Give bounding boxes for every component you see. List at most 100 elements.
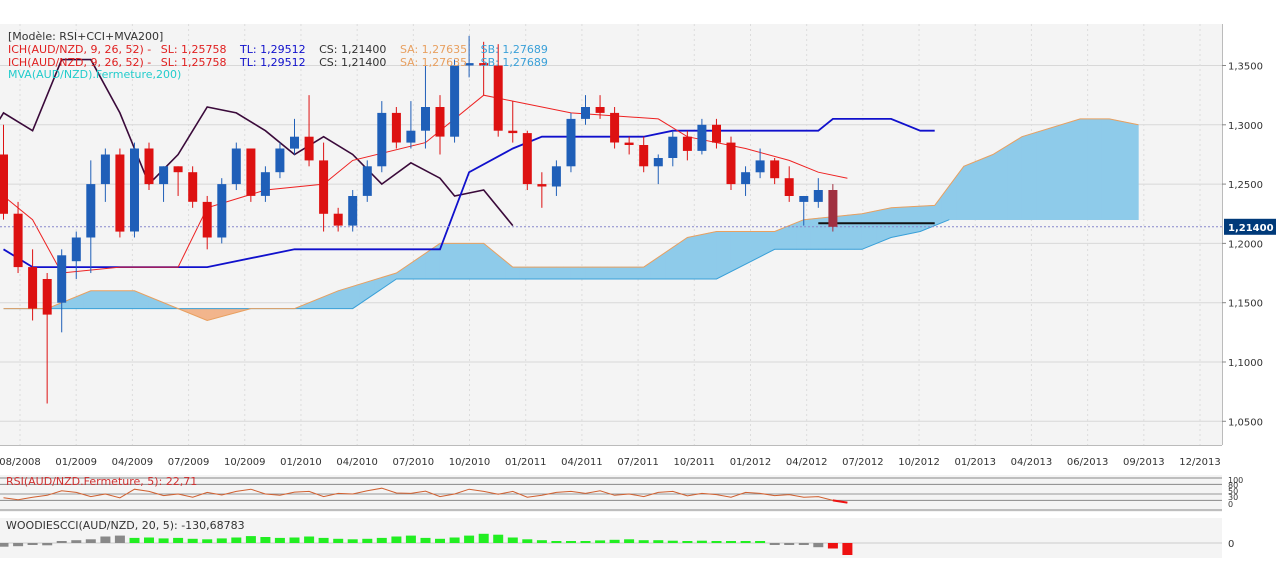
candle-body (159, 166, 169, 185)
cloud-segment (345, 285, 354, 309)
cloud-segment (796, 219, 805, 250)
cci-bar (726, 541, 736, 543)
cci-bar (405, 535, 416, 543)
cloud-segment (337, 288, 346, 309)
time-tick-label: 06/2013 (1067, 457, 1109, 468)
candle-body (755, 160, 765, 173)
cci-bar (56, 541, 67, 543)
cci-bar (13, 543, 24, 547)
price-tick-label: 1,3000 (1228, 121, 1263, 132)
candle-body (537, 184, 547, 187)
cci-bar (464, 535, 475, 543)
rsi-tick-label: 30 (1228, 493, 1238, 502)
cci-bar (245, 536, 256, 543)
cloud-segment (461, 243, 470, 280)
cci-bar (318, 537, 329, 543)
cloud-segment (1072, 118, 1081, 220)
time-tick-label: 01/2010 (280, 457, 322, 468)
candle-body (0, 154, 8, 214)
cloud-segment (1130, 122, 1139, 220)
grid-lines (0, 24, 1222, 445)
time-tick-label: 07/2011 (617, 457, 659, 468)
cloud-segment (970, 159, 979, 220)
cci-zero-label: 0 (1228, 539, 1234, 550)
candle-body (610, 112, 620, 143)
rsi-tick-label: 80 (1228, 481, 1238, 490)
candle-body (290, 136, 299, 149)
cci-bar (260, 537, 271, 543)
time-tick-label: 01/2013 (954, 457, 996, 468)
cloud-segment (723, 231, 732, 276)
kijun-sen-line (3, 118, 935, 268)
cci-bar (420, 537, 431, 543)
cloud-segment (759, 231, 768, 258)
rsi-line (3, 487, 848, 504)
cci-bar (478, 533, 489, 543)
cci-bar (711, 541, 722, 543)
cci-bar (769, 543, 780, 545)
cloud-segment (708, 231, 717, 280)
candle-body (115, 154, 125, 232)
cloud-segment (119, 290, 128, 309)
cloud-segment (1058, 122, 1066, 220)
cloud-segment (556, 266, 565, 280)
cloud-segment (730, 231, 739, 273)
candle-body (231, 148, 241, 185)
cci-bar (536, 540, 547, 543)
candle-body (188, 172, 198, 202)
candle-body (435, 107, 445, 137)
cci-bar (507, 537, 518, 543)
cloud-segment (614, 266, 623, 280)
cci-bar (187, 538, 198, 543)
last-price-badge (1224, 218, 1276, 235)
cloud-segment (1094, 118, 1103, 220)
ich-sl: SL: 1,25758 (161, 56, 227, 69)
ich-tl: TL: 1,29512 (239, 43, 306, 56)
cloud-segment (985, 154, 994, 220)
cloud-segment (454, 243, 463, 280)
cci-bar (158, 538, 169, 543)
candle-body (377, 112, 387, 167)
cloud-segment (1007, 140, 1016, 220)
cloud-segment (978, 156, 986, 220)
cci-bar (376, 537, 387, 543)
cci-bar (755, 541, 766, 543)
price-tick-label: 1,1000 (1228, 358, 1263, 369)
candle-body (799, 196, 809, 202)
candle-body (130, 148, 139, 232)
ich-tl: TL: 1,29512 (239, 56, 306, 69)
cloud-segment (1050, 125, 1059, 220)
time-tick-label: 07/2009 (168, 457, 210, 468)
rsi-label: RSI(AUD/NZD.Fermeture, 5): 22,71 (6, 475, 197, 488)
candle-body (260, 172, 270, 196)
cloud-segment (548, 266, 557, 280)
candle-body (86, 184, 96, 238)
cci-bar (129, 537, 140, 543)
candle-body (464, 63, 474, 66)
ich-prefix: ICH(AUD/NZD, 9, 26, 52) - (8, 56, 151, 69)
candle-body (653, 158, 663, 167)
cci-bar (638, 540, 649, 543)
candle-body (682, 136, 692, 151)
candle-body (362, 166, 372, 196)
cloud-segment (752, 231, 761, 261)
time-tick-label: 01/2012 (730, 457, 772, 468)
cloud-segment (90, 290, 99, 309)
candle-body (828, 190, 838, 227)
cloud-segment (781, 225, 790, 250)
time-tick-label: 10/2010 (449, 457, 491, 468)
cloud-segment (679, 236, 688, 280)
time-tick-label: 10/2009 (224, 457, 266, 468)
cci-bar (522, 539, 533, 543)
cloud-segment (1116, 120, 1125, 220)
time-tick-label: 04/2010 (336, 457, 378, 468)
cci-bar (798, 543, 809, 545)
candle-body (246, 148, 256, 196)
cloud-segment (592, 266, 601, 280)
cloud-segment (774, 228, 783, 250)
cci-bar (274, 537, 285, 543)
time-tick-label: 04/2009 (112, 457, 154, 468)
cloud-segment (534, 266, 543, 280)
cci-bar (827, 543, 838, 549)
